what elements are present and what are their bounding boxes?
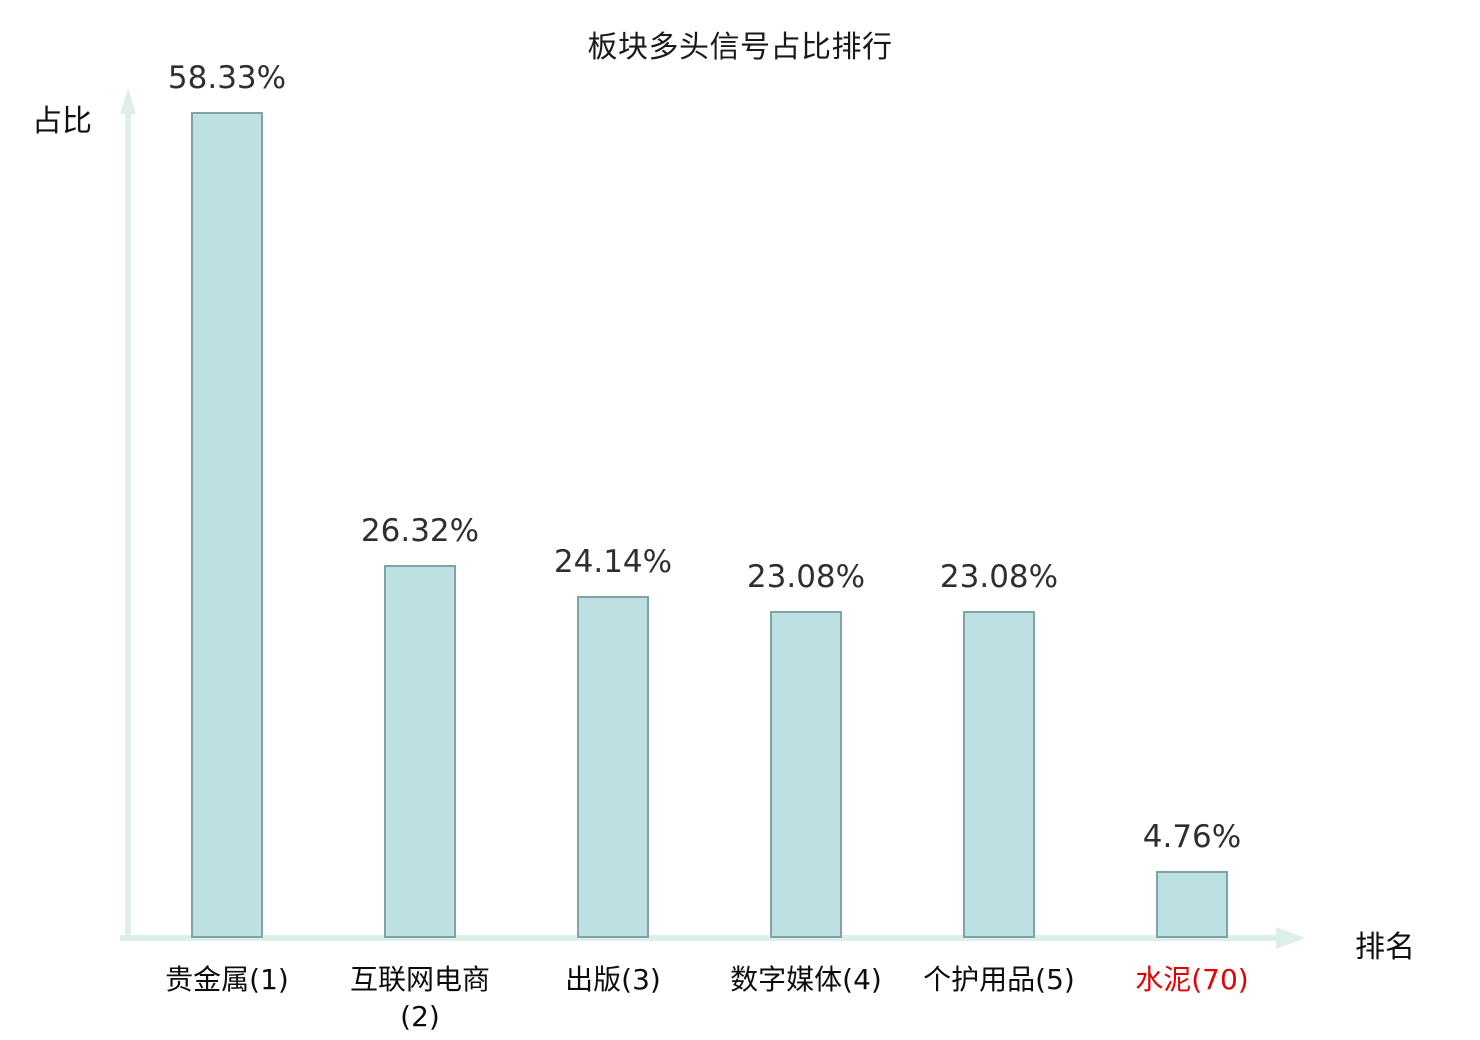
bar-category-label: 数字媒体(4) (730, 963, 882, 996)
bar-value-label: 4.76% (1142, 818, 1242, 855)
bar (770, 611, 842, 938)
bar-value-label: 58.33% (167, 60, 287, 96)
y-axis-label: 占比 (32, 104, 92, 139)
bar-category-label: 个护用品(5) (923, 963, 1075, 996)
bar-category-label: 贵金属(1) (165, 963, 289, 996)
bar (577, 596, 649, 938)
bar-value-label: 23.08% (746, 559, 866, 596)
chart-title: 板块多头信号占比排行 (587, 30, 893, 65)
bar-category-label: 水泥(70) (1135, 963, 1249, 996)
bar-value-label: 24.14% (553, 544, 673, 581)
x-axis-label: 排名 (1355, 930, 1415, 965)
bar-category-label: 互联网电商(2) (349, 963, 490, 1033)
bar-value-label: 26.32% (360, 513, 480, 550)
bar (191, 112, 263, 938)
bar-value-label: 23.08% (939, 559, 1059, 596)
bar (384, 565, 456, 938)
bar-category-label: 出版(3) (565, 963, 661, 996)
bar (963, 611, 1035, 938)
bar (1156, 870, 1228, 938)
